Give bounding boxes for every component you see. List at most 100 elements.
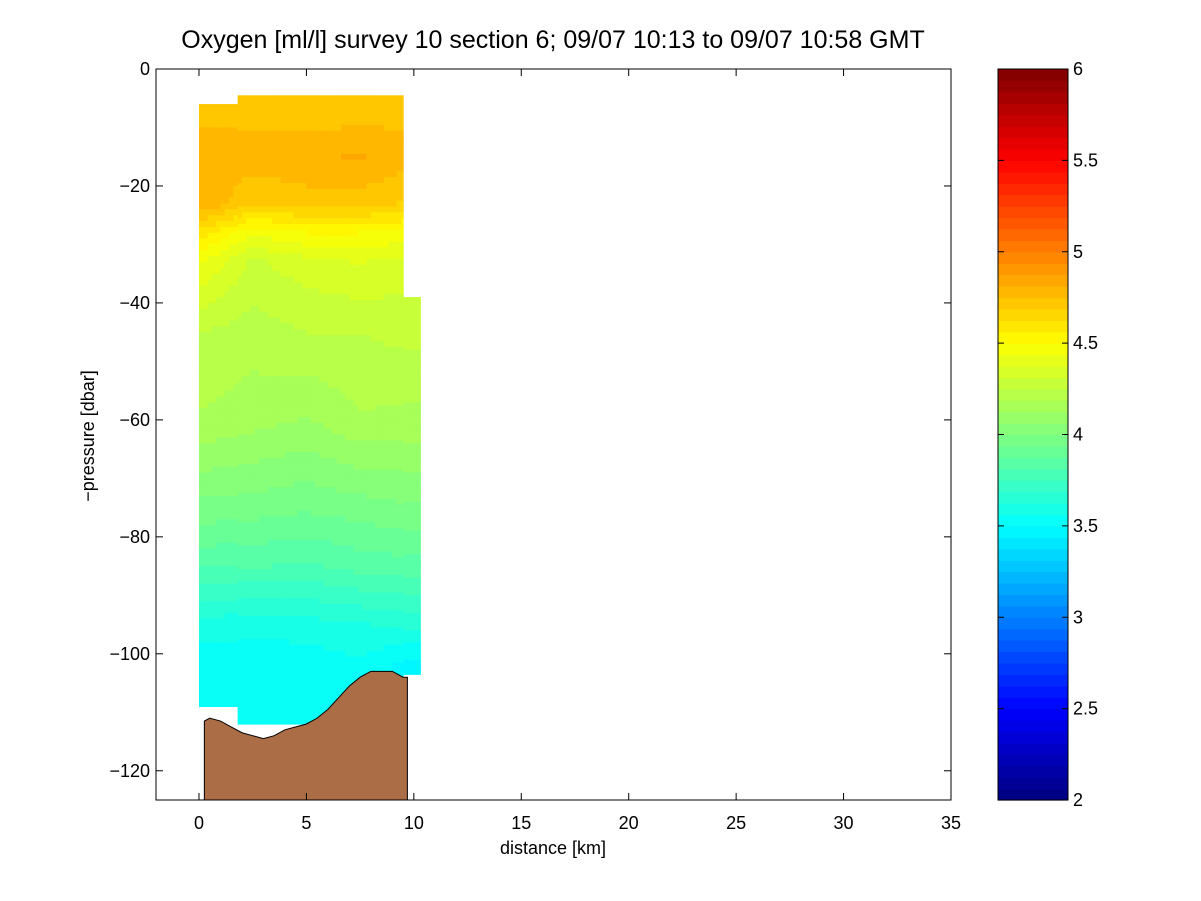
field-cell xyxy=(263,107,269,114)
field-cell xyxy=(323,118,329,126)
field-cell xyxy=(263,300,269,307)
field-cell xyxy=(366,206,372,213)
field-cell xyxy=(220,226,226,234)
field-cell xyxy=(345,101,350,108)
field-cell xyxy=(353,118,359,126)
field-cell xyxy=(276,253,282,260)
field-cell xyxy=(323,177,329,184)
field-cell xyxy=(241,557,247,564)
field-cell xyxy=(375,218,381,225)
field-cell xyxy=(392,112,398,120)
field-cell xyxy=(280,229,286,237)
field-cell xyxy=(259,522,265,529)
field-cell xyxy=(375,545,381,553)
field-cell xyxy=(250,136,256,143)
field-cell xyxy=(220,314,226,322)
field-cell xyxy=(203,484,209,491)
field-cell xyxy=(392,340,398,348)
field-cell xyxy=(272,305,277,313)
field-cell xyxy=(297,604,303,611)
field-cell xyxy=(211,507,217,515)
field-cell xyxy=(224,197,230,205)
field-cell xyxy=(237,627,243,634)
field-cell xyxy=(224,256,230,263)
field-cell xyxy=(263,165,269,172)
field-cell xyxy=(327,422,333,430)
field-cell xyxy=(224,408,230,415)
field-cell xyxy=(362,300,368,307)
field-cell xyxy=(340,323,346,330)
field-cell xyxy=(284,691,290,699)
field-cell xyxy=(246,305,252,313)
field-cell xyxy=(345,428,350,436)
field-cell xyxy=(289,428,295,436)
field-cell xyxy=(396,282,402,289)
field-cell xyxy=(310,481,316,488)
field-cell xyxy=(276,580,282,588)
field-cell xyxy=(327,452,333,459)
field-cell xyxy=(349,323,355,330)
field-cell xyxy=(297,288,303,295)
field-cell xyxy=(315,399,320,406)
field-cell xyxy=(229,484,234,491)
field-cell xyxy=(306,434,312,441)
field-cell xyxy=(272,183,277,190)
field-cell xyxy=(272,153,277,161)
field-cell xyxy=(302,276,308,284)
field-cell xyxy=(306,487,312,494)
field-cell xyxy=(379,627,385,634)
field-cell xyxy=(211,530,217,538)
field-cell xyxy=(259,463,265,471)
field-cell xyxy=(297,235,303,243)
field-cell xyxy=(267,604,273,611)
field-cell xyxy=(272,323,277,330)
field-cell xyxy=(319,352,325,360)
field-cell xyxy=(203,244,209,251)
field-cell xyxy=(388,247,393,254)
field-cell xyxy=(254,405,260,412)
field-cell xyxy=(224,343,230,351)
field-cell xyxy=(306,241,312,248)
field-cell xyxy=(349,393,355,401)
field-cell xyxy=(233,443,239,450)
field-cell xyxy=(349,563,355,570)
field-cell xyxy=(366,370,372,377)
field-cell xyxy=(327,492,333,500)
field-cell xyxy=(267,440,273,447)
field-cell xyxy=(327,136,333,143)
field-cell xyxy=(211,203,217,210)
field-cell xyxy=(315,352,320,360)
field-cell xyxy=(306,183,312,190)
field-cell xyxy=(216,583,222,591)
field-cell xyxy=(276,428,282,436)
field-cell xyxy=(250,329,256,336)
field-cell xyxy=(203,495,209,503)
field-cell xyxy=(319,691,325,699)
field-cell xyxy=(229,244,234,251)
field-cell xyxy=(207,554,213,561)
field-cell xyxy=(237,481,243,488)
field-cell xyxy=(297,294,303,301)
field-cell xyxy=(224,238,230,246)
field-cell xyxy=(259,95,265,102)
field-cell xyxy=(293,288,299,295)
field-cell xyxy=(203,390,209,398)
field-cell xyxy=(284,680,290,687)
field-cell xyxy=(340,165,346,172)
field-cell xyxy=(297,662,303,670)
field-cell xyxy=(211,133,217,140)
field-cell xyxy=(357,615,363,623)
field-cell xyxy=(289,703,295,710)
field-cell xyxy=(353,253,359,260)
field-cell xyxy=(332,668,338,675)
field-cell xyxy=(375,469,381,477)
field-cell xyxy=(332,340,338,348)
field-cell xyxy=(336,452,342,459)
field-cell xyxy=(250,703,256,710)
field-cell xyxy=(396,288,402,295)
field-cell xyxy=(319,358,325,365)
field-cell xyxy=(280,171,286,178)
field-cell xyxy=(284,481,290,488)
field-cell xyxy=(267,323,273,330)
field-cell xyxy=(349,492,355,500)
